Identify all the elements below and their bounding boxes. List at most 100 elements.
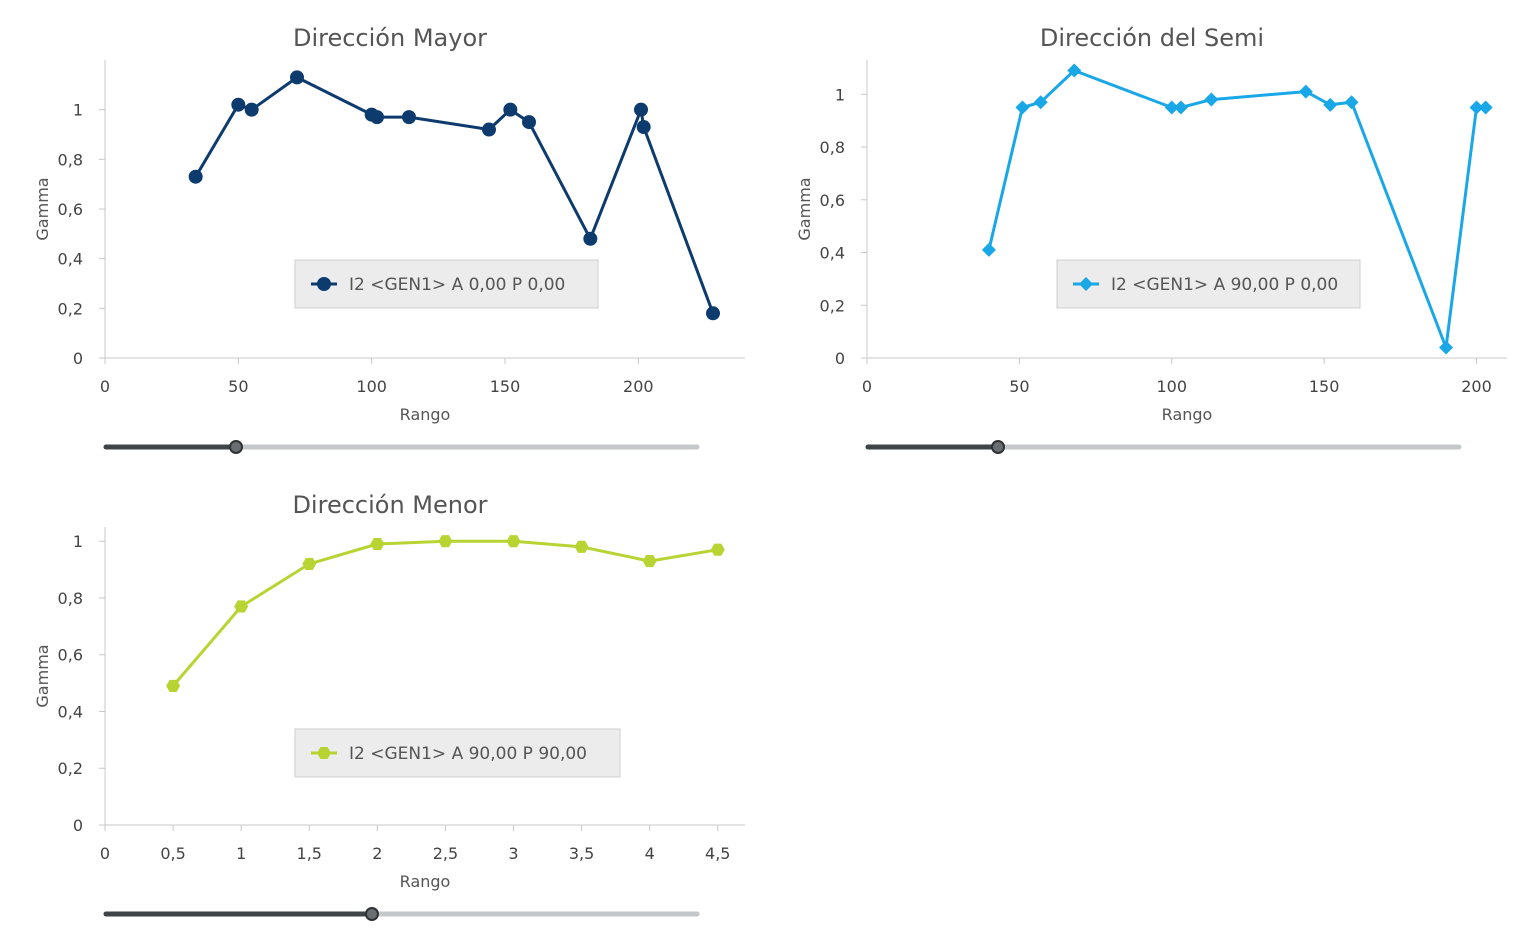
data-point[interactable] [1204,92,1219,107]
data-point[interactable] [1439,340,1454,355]
data-point[interactable] [402,110,416,125]
data-point[interactable] [1478,100,1493,115]
y-tick-label: 0,8 [820,138,845,157]
chart-title: Dirección Menor [292,491,487,519]
slider-handle[interactable] [991,440,1006,454]
x-tick-label: 50 [1009,377,1029,396]
y-tick-label: 0 [73,816,83,835]
x-tick-label: 2,5 [433,844,458,863]
y-tick-label: 0 [835,349,845,368]
data-point[interactable] [302,557,317,570]
data-point[interactable] [710,543,725,556]
legend[interactable]: I2 <GEN1> A 90,00 P 90,00 [294,728,621,778]
legend[interactable]: I2 <GEN1> A 90,00 P 0,00 [1056,259,1361,309]
series-line [194,75,715,314]
y-tick-label: 0,8 [58,150,83,169]
y-tick-label: 0,8 [58,589,83,608]
data-point[interactable] [706,306,720,321]
y-tick-label: 0,6 [820,191,845,210]
data-point[interactable] [234,600,249,613]
data-point[interactable] [1323,97,1338,112]
data-point[interactable] [636,120,651,135]
chart-title: Dirección Mayor [293,24,487,52]
data-point[interactable] [583,231,598,246]
data-point[interactable] [438,535,453,548]
data-point[interactable] [634,102,648,117]
data-point[interactable] [1469,100,1484,115]
data-point[interactable] [231,97,246,112]
y-tick-label: 0 [73,349,83,368]
x-tick-label: 200 [1461,377,1492,396]
legend-box [294,259,599,309]
slider-handle[interactable] [229,440,244,454]
legend-swatch-marker [317,277,331,291]
legend-box [294,728,621,778]
y-tick-label: 0,6 [58,200,83,219]
x-tick-label: 0,5 [160,844,185,863]
legend-label: I2 <GEN1> A 90,00 P 0,00 [1111,275,1338,295]
data-point[interactable] [1298,84,1313,99]
chart-menor: Dirección Menor 0 0,2 0,4 0,6 0,8 1 0 0,5 1 1,5 2 2,… [33,491,745,921]
y-tick-label: 0,2 [820,296,845,315]
chart-semi: Dirección del Semi 0 0,2 0,4 0,6 0,8 1 0 50 100 15… [795,24,1507,454]
data-point[interactable] [1033,95,1048,110]
chart-panel-semi: Dirección del Semi 0 0,2 0,4 0,6 0,8 1 0 50 100 15… [762,0,1522,465]
x-axis-label: Rango [400,872,451,891]
y-axis-label: Gamma [33,177,52,240]
x-tick-label: 4 [645,844,655,863]
y-tick-label: 0,2 [58,299,83,318]
data-point[interactable] [188,169,203,184]
data-point[interactable] [370,110,384,125]
data-point[interactable] [1067,63,1082,78]
legend-box [1056,259,1361,309]
chart-panel-menor: Dirección Menor 0 0,2 0,4 0,6 0,8 1 0 0,5 1 1,5 2 2,… [0,467,760,932]
data-point[interactable] [574,540,589,553]
data-point[interactable] [290,70,304,85]
data-point[interactable] [506,535,521,548]
x-tick-label: 0 [862,377,872,396]
data-point[interactable] [981,242,996,257]
y-tick-label: 1 [73,101,83,120]
data-point[interactable] [370,537,385,551]
data-point[interactable] [1164,100,1179,115]
legend-swatch-marker [1079,277,1093,291]
y-tick-label: 1 [73,532,83,551]
legend-label: I2 <GEN1> A 90,00 P 90,00 [349,744,587,764]
y-tick-label: 0,4 [820,244,845,263]
x-tick-label: 50 [228,377,248,396]
legend-label: I2 <GEN1> A 0,00 P 0,00 [349,275,565,295]
y-axis-label: Gamma [33,644,52,707]
x-tick-label: 3 [508,844,518,863]
data-point[interactable] [503,102,518,117]
x-tick-label: 2 [372,844,382,863]
legend[interactable]: I2 <GEN1> A 0,00 P 0,00 [294,259,599,309]
chart-mayor: Dirección Mayor 0 0,2 0,4 0,6 0,8 1 0 50 100 150 20… [33,24,745,454]
x-tick-label: 100 [1156,377,1187,396]
x-tick-label: 200 [623,377,654,396]
chart-title: Dirección del Semi [1040,24,1264,52]
data-point[interactable] [522,115,536,130]
x-axis-label: Rango [400,405,451,424]
data-point[interactable] [1344,95,1359,110]
series-line [171,539,719,687]
data-point[interactable] [1173,100,1188,115]
slider-handle[interactable] [364,907,379,921]
chart-panel-mayor: Dirección Mayor 0 0,2 0,4 0,6 0,8 1 0 50 100 150 20… [0,0,760,465]
x-tick-label: 100 [356,377,387,396]
y-tick-label: 1 [835,85,845,104]
data-point[interactable] [642,554,657,568]
x-tick-label: 0 [100,377,110,396]
x-tick-label: 1 [236,844,246,863]
x-tick-label: 150 [490,377,521,396]
y-axis-label: Gamma [795,177,814,240]
data-point[interactable] [1015,100,1030,115]
x-tick-label: 1,5 [297,844,322,863]
data-point[interactable] [482,122,496,137]
x-axis-label: Rango [1162,405,1213,424]
data-point[interactable] [166,679,181,692]
x-tick-label: 150 [1309,377,1340,396]
legend-swatch-marker [317,746,331,760]
data-point[interactable] [244,102,259,117]
x-tick-label: 3,5 [569,844,594,863]
y-tick-label: 0,2 [58,759,83,778]
